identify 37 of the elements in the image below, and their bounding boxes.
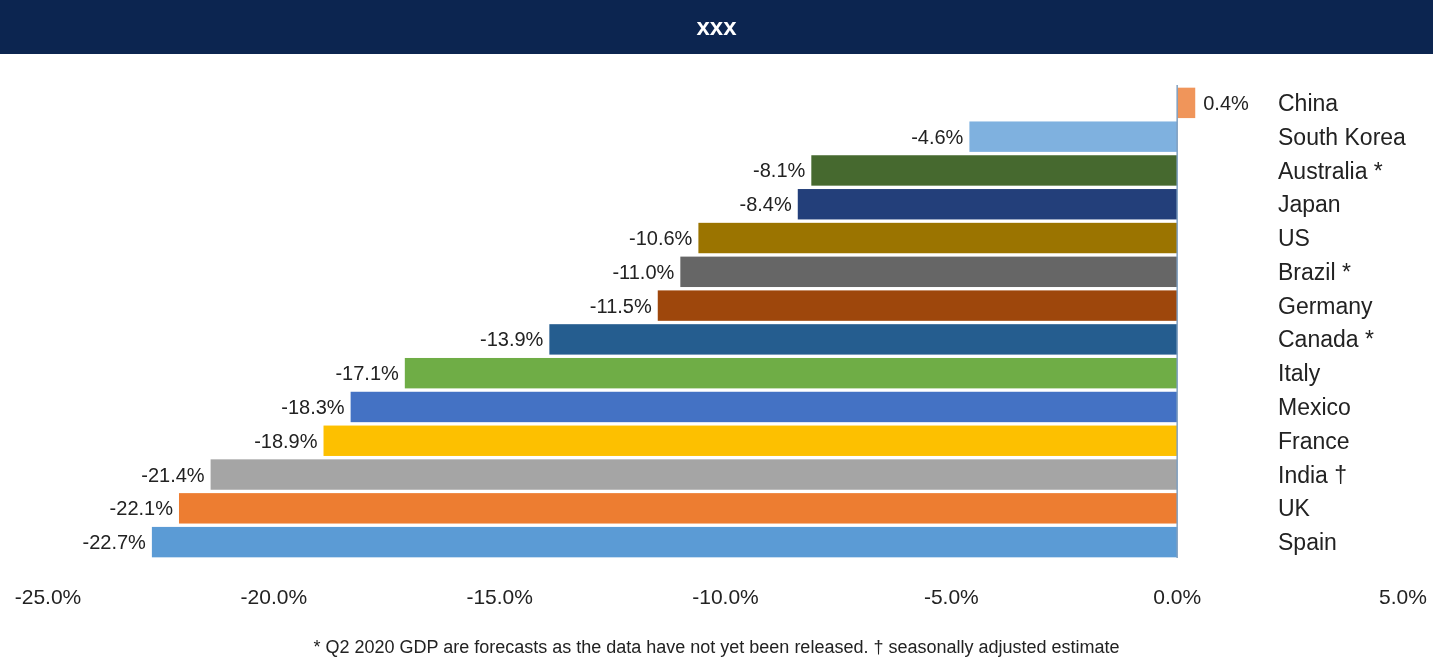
data-label: -22.1% xyxy=(109,497,174,520)
data-label: -17.1% xyxy=(335,362,400,385)
y-tick-label: Canada * xyxy=(1278,326,1374,353)
y-tick-label: South Korea xyxy=(1278,123,1407,150)
data-label: -11.5% xyxy=(589,294,652,317)
data-label: -21.4% xyxy=(141,463,205,486)
data-label: -13.9% xyxy=(479,328,544,351)
y-tick-label: Italy xyxy=(1278,360,1321,387)
data-label: -22.7% xyxy=(82,531,147,554)
data-label: -18.9% xyxy=(254,429,318,452)
x-tick-label: 0.0% xyxy=(1153,585,1202,609)
y-tick-label: India † xyxy=(1278,461,1348,488)
x-tick-label: 5.0% xyxy=(1379,585,1427,609)
text: * Q2 2020 GDP are forecasts as the data have not yet been released. † seasonally adjusted estimate xyxy=(313,637,1120,658)
y-tick-label: Brazil * xyxy=(1278,258,1351,285)
x-tick-label: -15.0% xyxy=(466,585,533,609)
y-tick-label: UK xyxy=(1278,495,1311,522)
x-tick-label: -25.0% xyxy=(14,585,82,609)
y-tick-label: Mexico xyxy=(1278,394,1351,421)
data-label: -8.4% xyxy=(739,193,792,216)
data-label: -8.1% xyxy=(753,159,806,182)
x-tick-label: -10.0% xyxy=(692,585,759,609)
x-tick-label: -20.0% xyxy=(240,585,308,609)
data-label: -10.6% xyxy=(629,227,693,250)
data-label: -18.3% xyxy=(281,395,345,418)
y-tick-label: France xyxy=(1278,427,1350,454)
data-label: -11.0% xyxy=(612,260,675,283)
data-label: -4.6% xyxy=(911,125,964,148)
y-tick-label: Japan xyxy=(1278,191,1341,218)
chart-title: xxx xyxy=(696,13,738,41)
y-tick-label: Spain xyxy=(1278,529,1337,556)
y-tick-label: Germany xyxy=(1278,292,1374,319)
y-tick-label: China xyxy=(1278,89,1339,116)
y-tick-label: Australia * xyxy=(1278,157,1383,184)
x-tick-label: -5.0% xyxy=(923,585,979,609)
y-tick-label: US xyxy=(1278,225,1310,252)
data-label: 0.4% xyxy=(1203,91,1250,114)
